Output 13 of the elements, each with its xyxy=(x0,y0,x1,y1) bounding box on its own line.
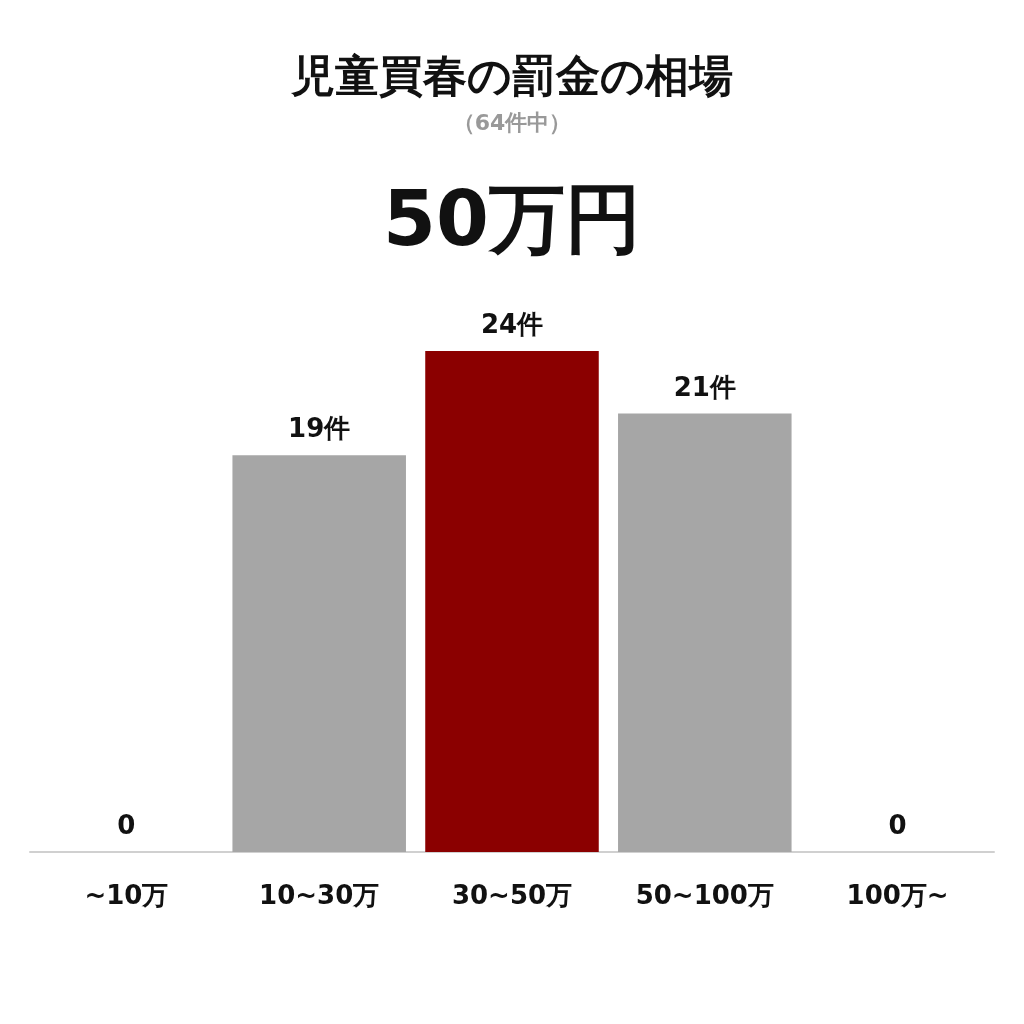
x-tick-label: 50~100万 xyxy=(635,880,774,910)
x-tick-label: ~10万 xyxy=(84,880,169,910)
data-label: 0 xyxy=(888,810,907,840)
text: 50万円 xyxy=(383,173,641,263)
data-label: 24件 xyxy=(480,308,544,339)
x-tick-label: 100万~ xyxy=(846,880,949,910)
chart-title: 児童買春の罰金の相場 xyxy=(290,49,733,101)
data-label: 0 xyxy=(117,810,136,840)
chart-subtitle: （64件中） xyxy=(452,109,572,135)
x-tick-label: 30~50万 xyxy=(451,880,573,910)
data-label: 21件 xyxy=(673,371,736,402)
data-label: 19件 xyxy=(288,413,351,444)
x-tick-label: 10~30万 xyxy=(259,880,380,910)
